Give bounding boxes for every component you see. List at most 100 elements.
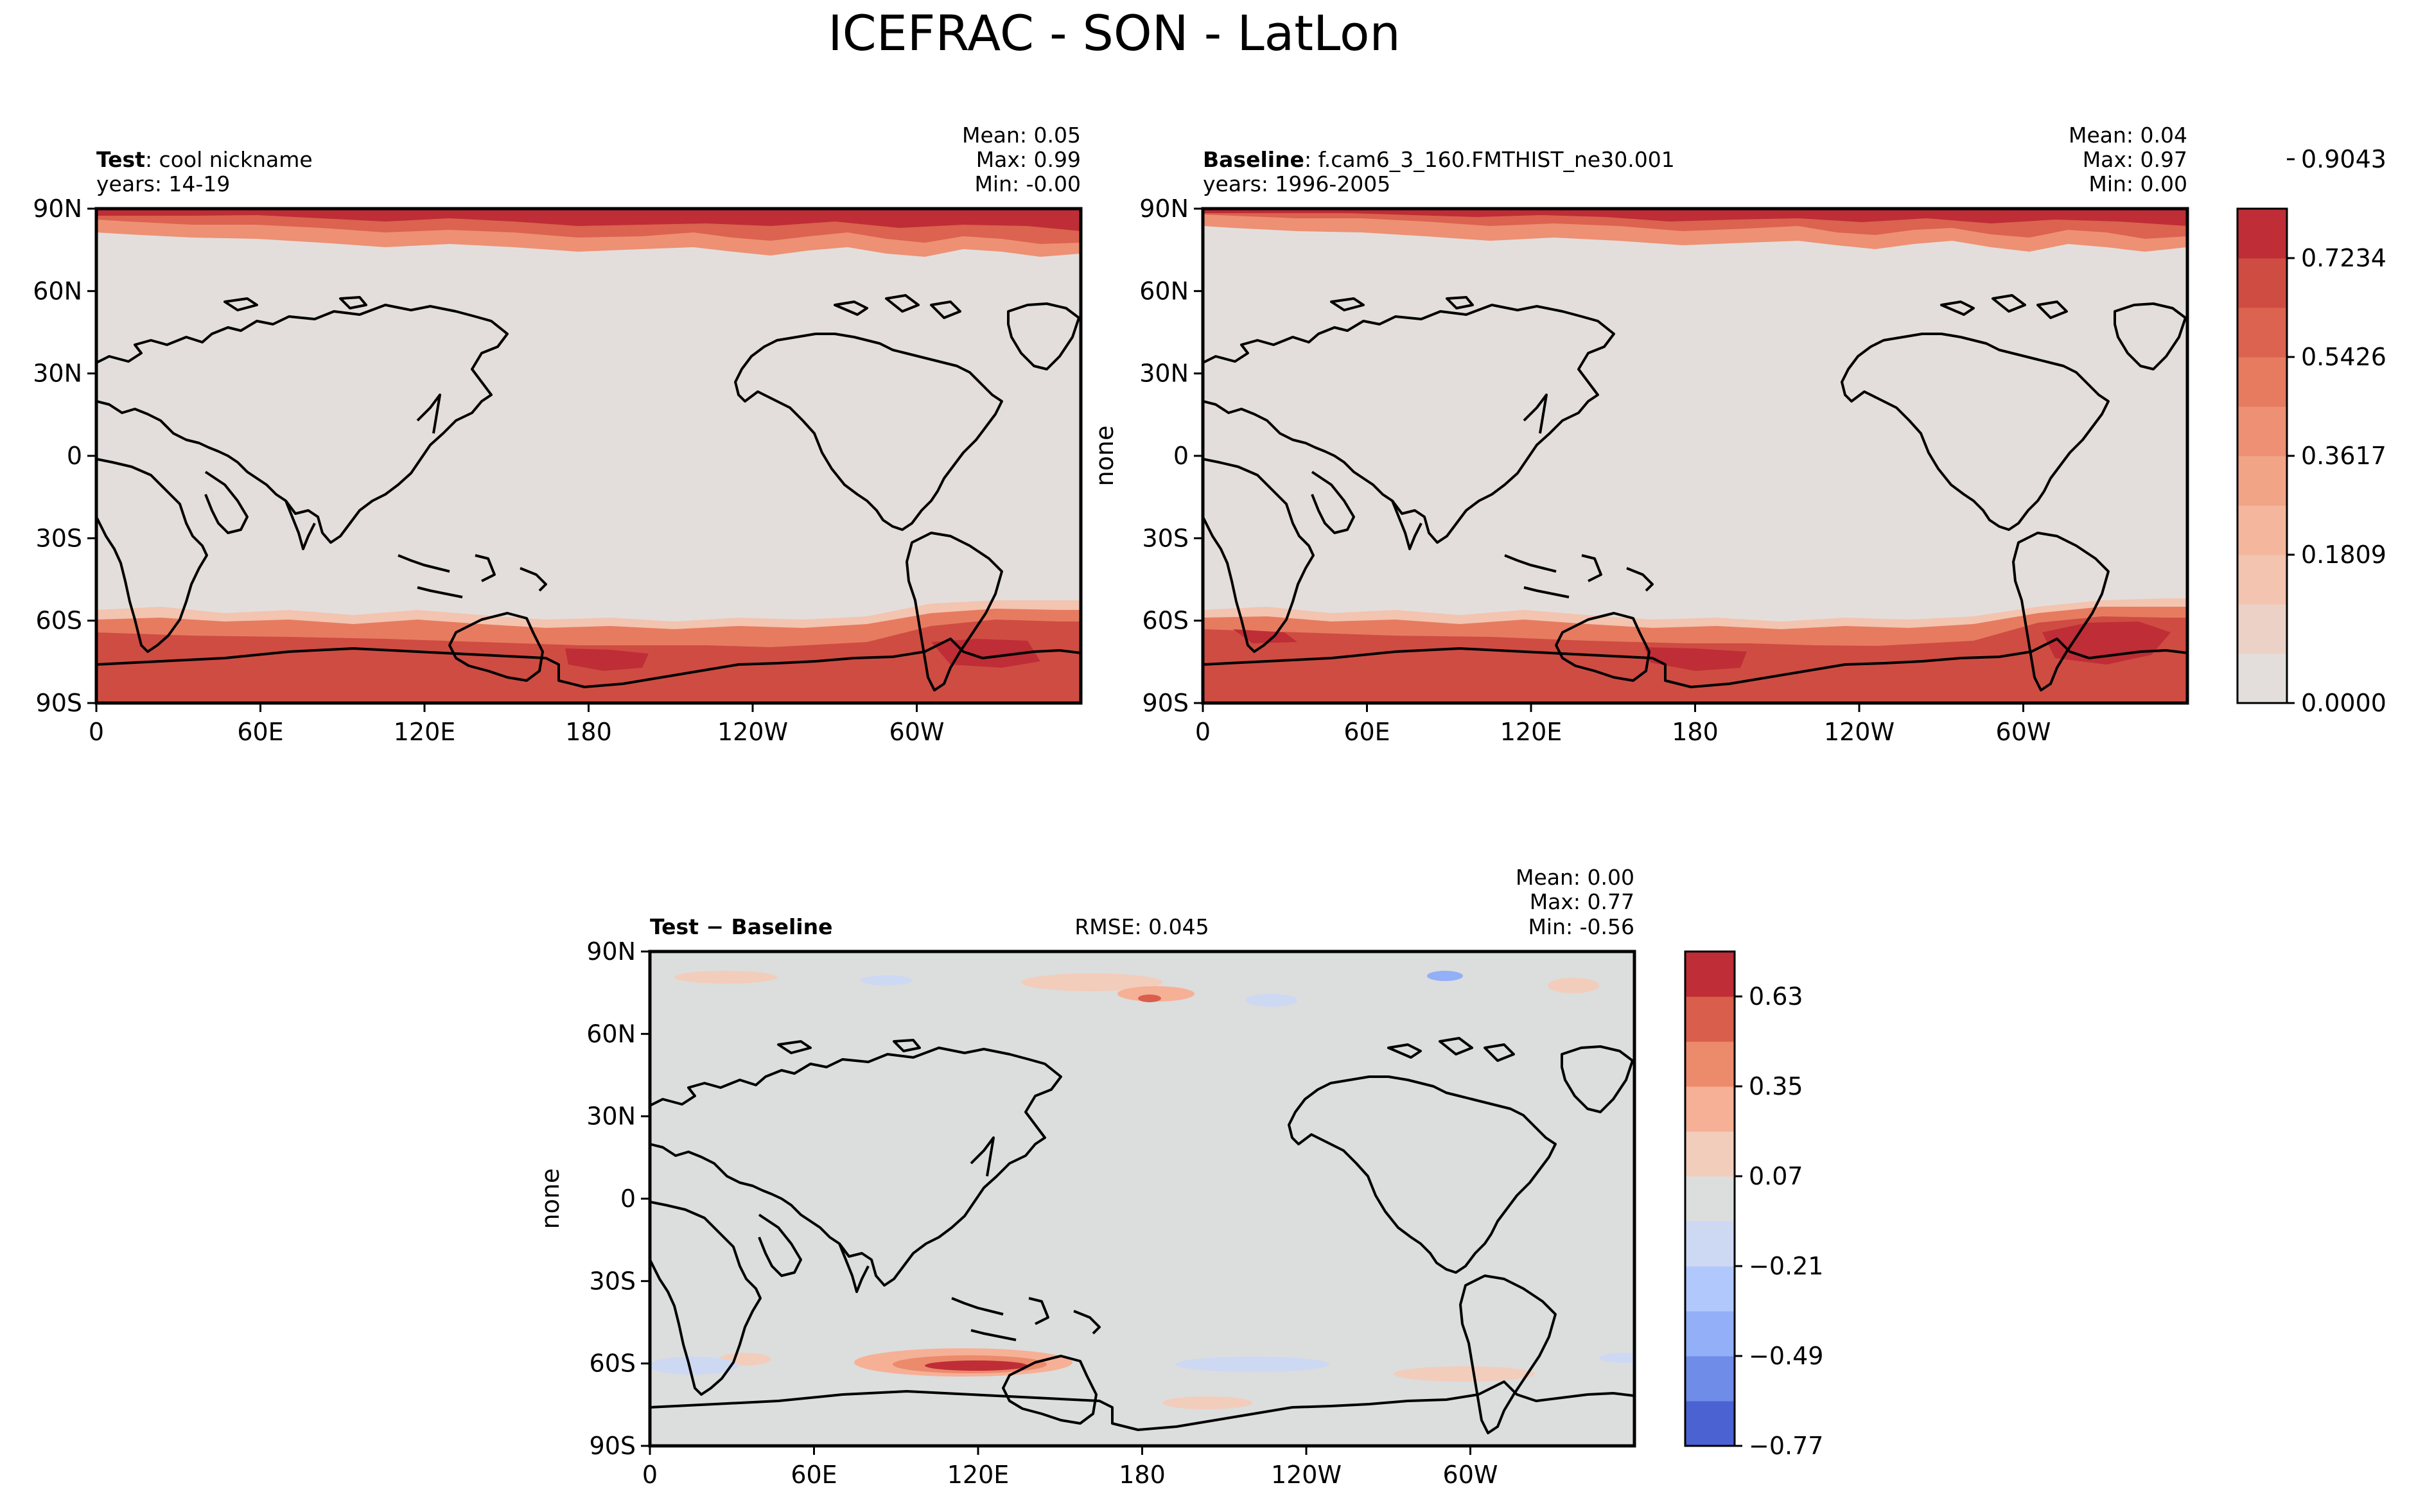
baseline-x-tick-label: 0 xyxy=(1195,718,1211,746)
baseline-y-tick-label: 30N xyxy=(1139,360,1189,388)
ice-colorbar-level xyxy=(2237,654,2287,704)
baseline-x-tick-label: 60W xyxy=(1996,718,2051,746)
ice-colorbar-level xyxy=(2237,456,2287,506)
diff-map-background xyxy=(650,952,1634,1446)
test-y-tick-label: 90S xyxy=(36,689,82,717)
diff-mean: Mean: 0.00 xyxy=(1516,865,1634,890)
diff-colorbar-level xyxy=(1685,1176,1735,1222)
test-y-tick-label: 30S xyxy=(36,524,82,552)
diff-max: Max: 0.77 xyxy=(1530,889,1634,914)
diff-colorbar-level xyxy=(1685,1401,1735,1447)
diff-x-tick-label: 60E xyxy=(791,1461,837,1489)
baseline-max: Max: 0.97 xyxy=(2083,147,2187,172)
panel-test: Test: cool nickname years: 14-19 Mean: 0… xyxy=(33,123,1083,746)
diff-arctic-positive xyxy=(674,971,777,984)
baseline-name-rest: : f.cam6_3_160.FMTHIST_ne30.001 xyxy=(1304,147,1675,172)
test-name-bold: Test xyxy=(96,147,145,172)
test-y-tick-label: 60N xyxy=(33,277,82,305)
diff-colorbar: 0.63 0.35 0.07 −0.21 −0.49 −0.77 xyxy=(1684,950,1823,1460)
ice-colorbar-level xyxy=(2237,406,2287,456)
baseline-years: years: 1996-2005 xyxy=(1203,171,1390,196)
test-y-tick-label: 30N xyxy=(33,360,82,388)
diff-rmse: RMSE: 0.045 xyxy=(1074,914,1209,939)
baseline-x-tick-label: 60E xyxy=(1344,718,1390,746)
diff-colorbar-level xyxy=(1685,1041,1735,1087)
diff-colorbar-tick-label: −0.77 xyxy=(1749,1432,1823,1460)
diff-y-tick-label: 90N xyxy=(586,937,636,966)
test-years: years: 14-19 xyxy=(96,171,230,196)
diff-colorbar-tick-label: 0.35 xyxy=(1749,1072,1803,1100)
diff-y-tick-label: 90S xyxy=(590,1432,636,1460)
diff-colorbar-tick-label: 0.63 xyxy=(1749,982,1803,1011)
diff-x-tick-label: 120E xyxy=(947,1461,1010,1489)
diff-y-axis: 90N 60N 30N 0 30S 60S 90S xyxy=(586,937,650,1460)
baseline-y-tick-label: 60N xyxy=(1139,277,1189,305)
test-x-axis: 0 60E 120E 180 120W 60W xyxy=(89,703,945,746)
test-y-tick-label: 90N xyxy=(33,195,82,223)
ice-colorbar-tick-label: 0.0000 xyxy=(2301,689,2386,717)
ice-colorbar-tick-label: 0.7234 xyxy=(2301,244,2386,272)
baseline-y-axis: 90N 60N 30N 0 30S 60S 90S xyxy=(1139,195,1203,717)
diff-y-tick-label: 0 xyxy=(620,1185,636,1213)
diff-colorbar-level xyxy=(1685,1131,1735,1177)
diff-y-tick-label: 30S xyxy=(590,1267,636,1295)
diff-colorbar-frame xyxy=(1684,950,1736,1447)
baseline-x-tick-label: 120W xyxy=(1824,718,1895,746)
ice-colorbar-tick-label: 0.1809 xyxy=(2301,541,2386,569)
diff-y-tick-label: 60N xyxy=(586,1020,636,1048)
diff-y-tick-label: 60S xyxy=(590,1350,636,1378)
baseline-y-tick-label: 60S xyxy=(1142,607,1189,635)
test-y-tick-label: 60S xyxy=(36,607,82,635)
baseline-y-tick-label: 90N xyxy=(1139,195,1189,223)
test-y-tick-label: 0 xyxy=(67,442,82,470)
diff-colorbar-tick-label: −0.21 xyxy=(1749,1252,1823,1280)
baseline-name-bold: Baseline xyxy=(1203,147,1304,172)
test-x-tick-label: 120E xyxy=(394,718,456,746)
diff-colorbar-level xyxy=(1685,1356,1735,1402)
diff-x-tick-label: 120W xyxy=(1271,1461,1342,1489)
ice-colorbar-tick-label: 0.5426 xyxy=(2301,343,2386,371)
test-x-tick-label: 180 xyxy=(565,718,612,746)
panel-difference: Test − Baseline RMSE: 0.045 Mean: 0.00 M… xyxy=(536,865,1823,1489)
panel-title-baseline: Baseline: f.cam6_3_160.FMTHIST_ne30.001 xyxy=(1203,147,1675,172)
diff-colorbar-level xyxy=(1685,1221,1735,1267)
test-y-axis: 90N 60N 30N 0 30S 60S 90S xyxy=(33,195,96,717)
diff-x-tick-label: 60W xyxy=(1443,1461,1498,1489)
baseline-mean: Mean: 0.04 xyxy=(2069,123,2187,148)
diff-colorbar-tick-label: −0.49 xyxy=(1749,1342,1823,1370)
baseline-y-tick-label: 30S xyxy=(1142,524,1189,552)
panel-baseline: Baseline: f.cam6_3_160.FMTHIST_ne30.001 … xyxy=(1090,123,2386,746)
diff-min: Min: -0.56 xyxy=(1528,914,1634,939)
diff-colorbar-tick-label: 0.07 xyxy=(1749,1162,1803,1190)
panel-title-test: Test: cool nickname xyxy=(96,147,313,172)
ice-colorbar-level xyxy=(2237,505,2287,555)
baseline-x-tick-label: 120E xyxy=(1500,718,1563,746)
diff-colorbar-level xyxy=(1685,1086,1735,1132)
test-max: Max: 0.99 xyxy=(976,147,1081,172)
test-x-tick-label: 0 xyxy=(89,718,104,746)
ice-colorbar-level xyxy=(2237,308,2287,358)
ice-colorbar: 0.9043 0.7234 0.5426 0.3617 0.1809 0.0000 xyxy=(2236,145,2386,717)
ice-colorbar-level xyxy=(2237,209,2287,259)
baseline-ylabel: none xyxy=(1090,426,1119,487)
diff-arctic-negative xyxy=(861,975,912,986)
diff-y-tick-label: 30N xyxy=(586,1102,636,1131)
test-name-rest: : cool nickname xyxy=(145,147,313,172)
ice-colorbar-level xyxy=(2237,357,2287,407)
diff-x-tick-label: 180 xyxy=(1119,1461,1166,1489)
ice-colorbar-level xyxy=(2237,258,2287,308)
test-x-tick-label: 60W xyxy=(889,718,945,746)
diff-ylabel: none xyxy=(536,1169,565,1230)
figure-title: ICEFRAC - SON - LatLon xyxy=(828,4,1400,62)
diff-title: Test − Baseline xyxy=(650,914,833,939)
baseline-y-tick-label: 90S xyxy=(1142,689,1189,717)
ice-colorbar-tick-label: 0.3617 xyxy=(2301,442,2386,470)
diff-antarctic-negative xyxy=(650,1357,739,1375)
test-x-tick-label: 120W xyxy=(717,718,788,746)
ice-colorbar-tick-label: 0.9043 xyxy=(2301,145,2386,173)
diff-colorbar-level xyxy=(1685,952,1735,997)
diff-colorbar-level xyxy=(1685,1266,1735,1312)
ice-colorbar-level xyxy=(2237,604,2287,654)
ice-colorbar-level xyxy=(2237,555,2287,605)
